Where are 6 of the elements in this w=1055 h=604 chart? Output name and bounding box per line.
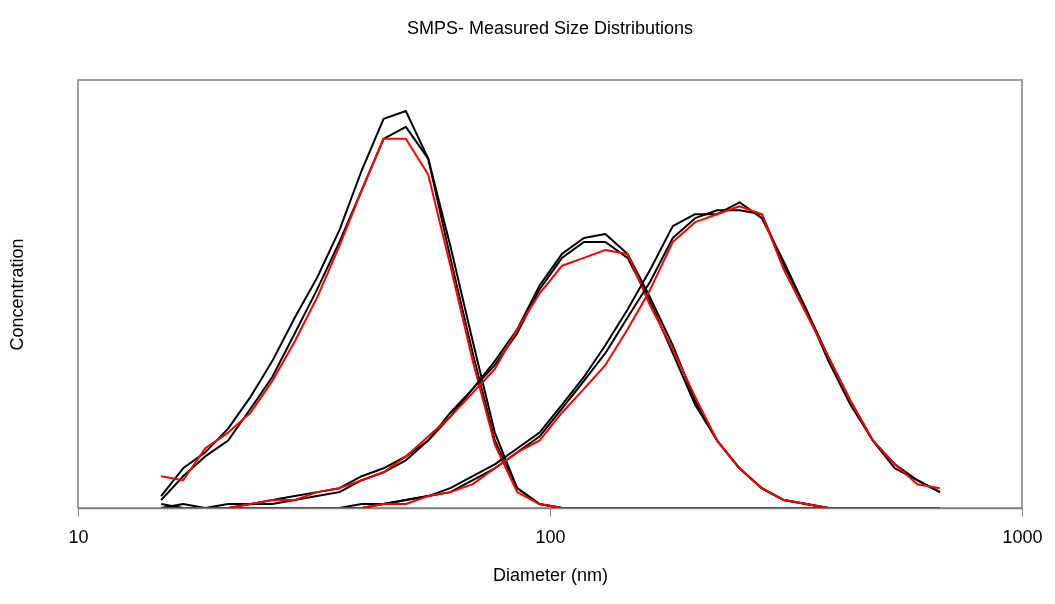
chart-title: SMPS- Measured Size Distributions — [406, 18, 694, 38]
y-axis-title: Concentration — [6, 238, 27, 351]
x-tick-label: 100 — [535, 526, 566, 547]
x-tick-label: 10 — [68, 526, 89, 547]
x-axis-title: Diameter (nm) — [492, 564, 609, 585]
x-tick-label: 1000 — [1002, 526, 1043, 547]
